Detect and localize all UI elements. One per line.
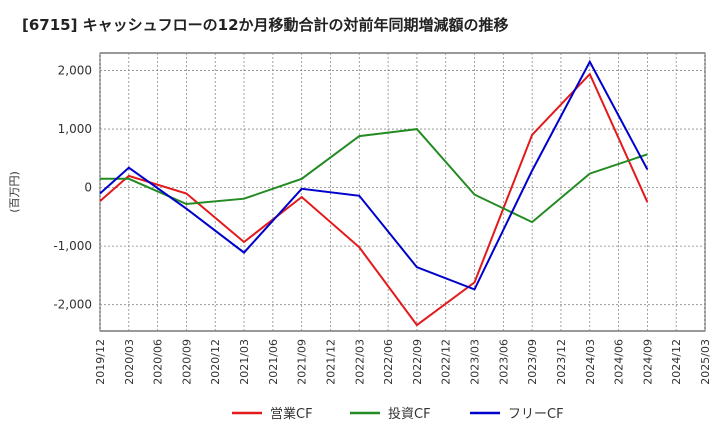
series-line-1 xyxy=(99,72,649,327)
x-tick-label: 2024/09 xyxy=(641,339,654,385)
x-tick-label: 2020/06 xyxy=(152,339,165,385)
y-tick-label: 1,000 xyxy=(58,122,92,136)
x-tick-label: 2024/06 xyxy=(613,339,626,385)
legend-label-3: フリーCF xyxy=(508,407,564,422)
y-tick-label: 2,000 xyxy=(58,64,92,78)
y-tick-label: 0 xyxy=(84,181,92,195)
x-tick-label: 2021/12 xyxy=(324,339,337,385)
x-tick-label: 2023/12 xyxy=(555,339,568,385)
chart-title: [6715] キャッシュフローの12か月移動合計の対前年同期増減額の推移 xyxy=(22,16,509,34)
x-tick-label: 2020/09 xyxy=(180,339,193,385)
x-tick-label: 2023/06 xyxy=(497,339,510,385)
x-tick-label: 2023/09 xyxy=(526,339,539,385)
x-tick-label: 2021/06 xyxy=(267,339,280,385)
plot-area xyxy=(99,52,706,332)
x-tick-label: 2021/09 xyxy=(296,339,309,385)
x-tick-label: 2019/12 xyxy=(94,339,107,385)
x-tick-label: 2022/12 xyxy=(440,339,453,385)
x-tick-label: 2023/03 xyxy=(469,339,482,385)
y-axis-label: (百万円) xyxy=(8,171,21,213)
y-tick-label: -1,000 xyxy=(53,239,92,253)
x-tick-label: 2022/06 xyxy=(382,339,395,385)
legend-label-1: 営業CF xyxy=(270,406,313,422)
x-tick-label: 2022/09 xyxy=(411,339,424,385)
x-tick-label: 2022/03 xyxy=(353,339,366,385)
x-tick-label: 2020/12 xyxy=(209,339,222,385)
x-tick-label: 2020/03 xyxy=(123,339,136,385)
x-tick-label: 2024/12 xyxy=(670,339,683,385)
legend-label-2: 投資CF xyxy=(388,406,431,422)
x-tick-label: 2024/03 xyxy=(584,339,597,385)
y-tick-label: -2,000 xyxy=(53,298,92,312)
x-tick-label: 2021/03 xyxy=(238,339,251,385)
x-tick-label: 2025/03 xyxy=(699,339,712,385)
series-line-3 xyxy=(99,59,649,291)
